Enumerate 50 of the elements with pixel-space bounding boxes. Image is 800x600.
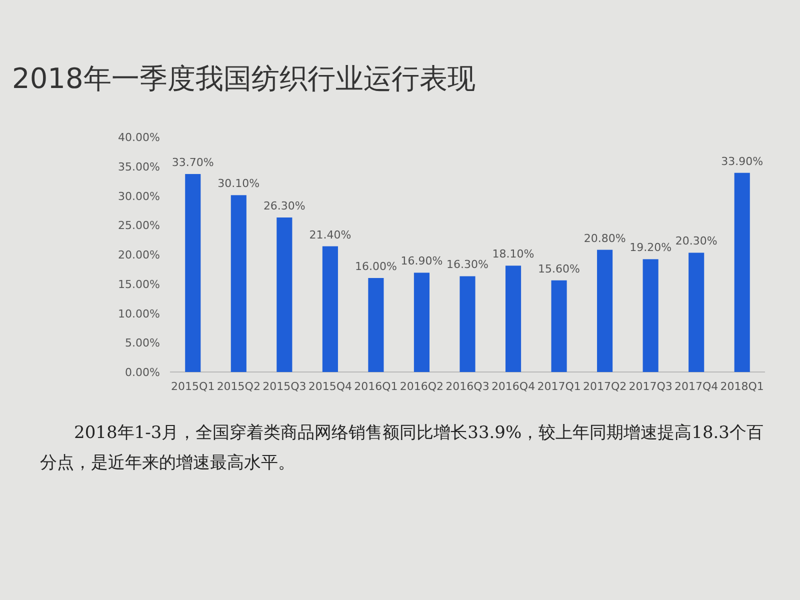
bar <box>322 246 338 372</box>
y-tick-label: 5.00% <box>125 336 160 350</box>
data-label: 16.00% <box>354 260 397 273</box>
y-tick-label: 20.00% <box>118 248 160 262</box>
data-label: 20.30% <box>675 234 718 248</box>
x-tick-label: 2015Q3 <box>262 380 306 393</box>
y-tick-label: 15.00% <box>118 278 160 291</box>
bar <box>460 276 476 372</box>
data-label: 21.40% <box>309 228 352 242</box>
x-tick-label: 2017Q3 <box>628 380 672 393</box>
data-label: 18.10% <box>492 248 534 261</box>
x-tick-label: 2017Q2 <box>582 380 627 393</box>
bar <box>597 250 613 372</box>
bar <box>642 259 658 372</box>
bar <box>551 280 567 372</box>
x-tick-label: 2018Q1 <box>720 380 764 393</box>
x-tick-label: 2017Q4 <box>674 380 718 393</box>
y-tick-label: 0.00% <box>125 366 160 379</box>
bar <box>414 272 430 372</box>
y-tick-label: 40.00% <box>118 131 160 144</box>
data-label: 30.10% <box>218 177 260 190</box>
bar <box>185 174 201 372</box>
data-label: 20.80% <box>584 232 626 245</box>
data-label: 26.30% <box>263 199 306 212</box>
bar <box>688 252 704 372</box>
x-tick-label: 2015Q4 <box>308 380 352 393</box>
bar <box>276 217 292 372</box>
data-label: 16.30% <box>446 258 488 272</box>
y-tick-label: 25.00% <box>118 219 160 232</box>
x-tick-label: 2017Q1 <box>537 380 581 393</box>
x-tick-label: 2016Q2 <box>400 380 444 393</box>
data-label: 33.90% <box>721 154 764 168</box>
x-tick-label: 2016Q1 <box>354 380 398 393</box>
x-tick-label: 2016Q4 <box>491 380 536 393</box>
y-tick-label: 35.00% <box>118 160 160 174</box>
bar <box>230 195 246 372</box>
data-label: 19.20% <box>630 241 672 254</box>
x-tick-label: 2015Q1 <box>171 380 215 393</box>
y-tick-label: 30.00% <box>118 190 160 203</box>
data-label: 15.60% <box>538 262 580 276</box>
bar <box>505 266 522 372</box>
data-label: 16.90% <box>400 254 443 268</box>
text: 2018年1-3月，全国穿着类商品网络销售额同比增长33.9%，较上年同期增速提高18.3个百分点，是近年来的增速最高水平。 <box>40 422 764 475</box>
bar <box>734 172 750 372</box>
y-tick-label: 10.00% <box>118 307 160 320</box>
chart-title: 2018年一季度我国纺织行业运行表现 <box>12 62 476 95</box>
x-tick-label: 2016Q3 <box>446 380 490 393</box>
data-label: 33.70% <box>172 156 214 170</box>
bar <box>368 278 384 372</box>
x-tick-label: 2015Q2 <box>216 380 260 393</box>
